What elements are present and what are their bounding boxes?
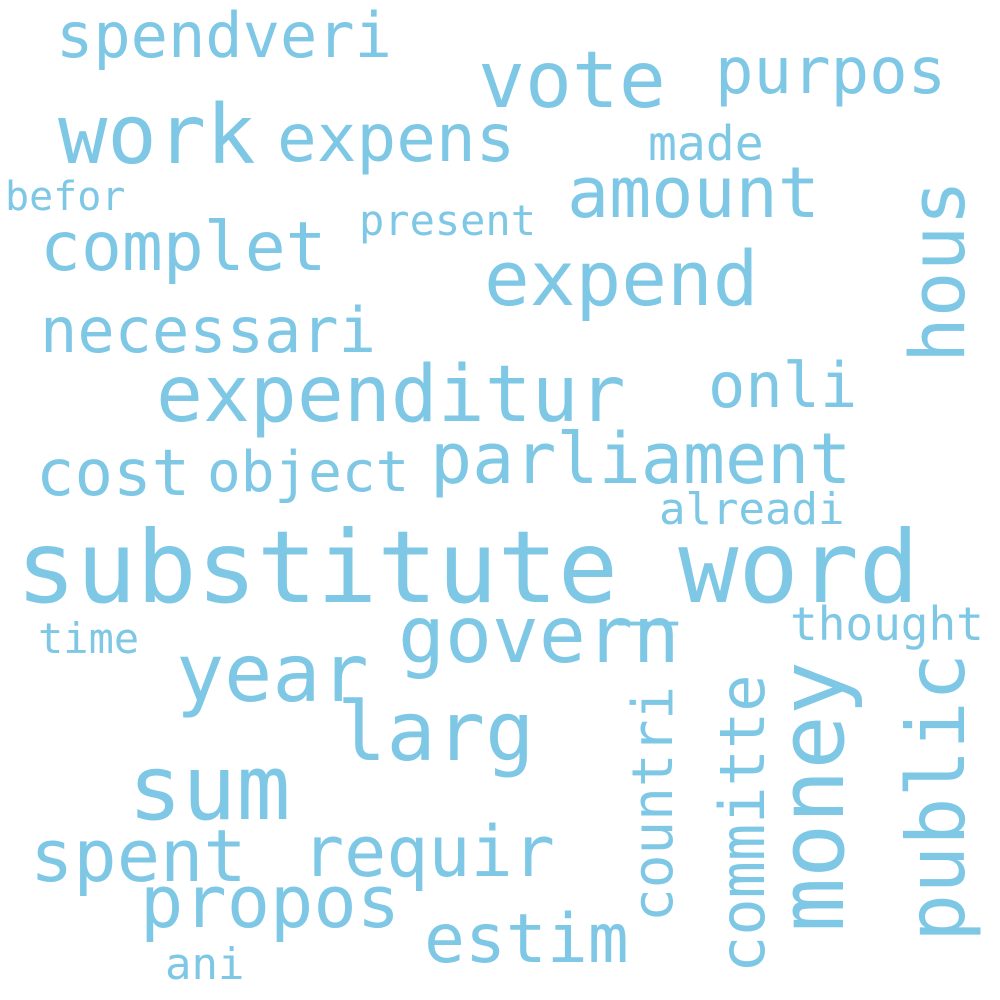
word-thought: thought [790,597,984,651]
word-onli: onli [708,349,858,422]
word-public: public [890,653,983,942]
word-committe: committe [706,674,779,973]
word-alreadi: alreadi [659,484,845,535]
word-cost: cost [36,437,191,511]
word-time: time [38,614,140,663]
word-ani: ani [165,939,245,990]
word-govern: govern [398,591,680,681]
word-substitute-word: substitute_word [16,509,920,626]
word-present: present [359,196,537,245]
word-amount: amount [567,152,820,234]
word-sum: sum [128,736,291,841]
word-larg: larg [337,685,535,780]
word-necessari: necessari [40,294,376,367]
word-requir: requir [302,811,555,893]
word-vote: vote [478,36,666,126]
word-made: made [648,116,764,172]
word-object: object [207,440,410,505]
word-hous: hous [893,179,982,363]
word-countri: countri [621,685,686,922]
word-expens: expens [277,100,516,177]
word-spendveri: spendveri [56,0,392,72]
word-expenditur: expenditur [156,350,626,440]
word-year: year [176,627,369,720]
word-complet: complet [40,208,327,287]
word-money: money [760,661,865,932]
word-purpos: purpos [715,35,947,109]
word-estim: estim [424,900,629,979]
word-propos: propos [140,860,401,944]
word-expend: expend [484,234,759,323]
word-spent: spent [30,814,247,898]
word-work: work [58,88,256,183]
word-parliament: parliament [430,418,852,500]
word-befor: befor [5,174,126,220]
